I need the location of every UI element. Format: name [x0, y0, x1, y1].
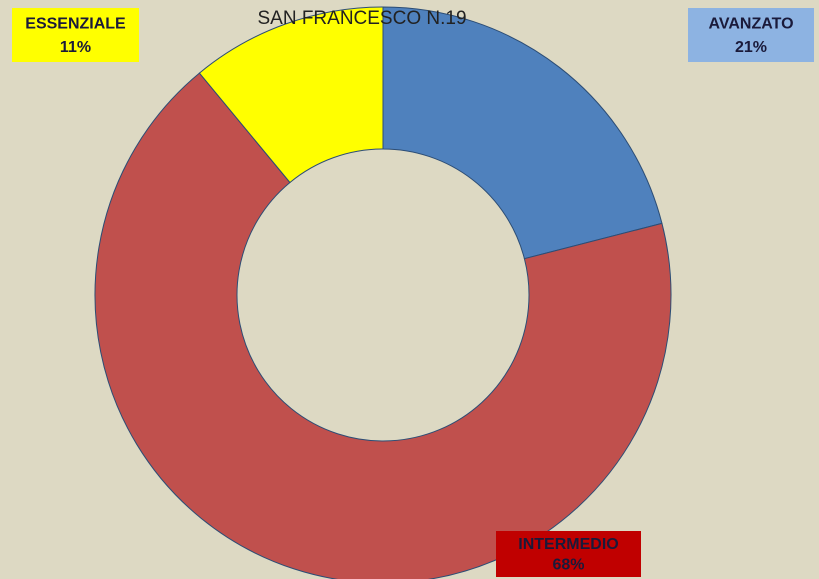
data-label-name: INTERMEDIO — [518, 536, 618, 553]
data-label-value: 21% — [735, 39, 767, 56]
data-label-box — [12, 8, 139, 62]
data-label-name: ESSENZIALE — [25, 15, 126, 32]
data-label-value: 68% — [552, 556, 584, 573]
donut-slice — [198, 6, 384, 184]
donut-slice — [382, 6, 663, 260]
data-label-name: AVANZATO — [708, 15, 793, 32]
data-label-box — [496, 531, 641, 577]
data-label-value: 11% — [60, 39, 91, 56]
chart-title: SAN FRANCESCO N.19 — [257, 8, 466, 29]
data-label-box — [688, 8, 814, 62]
